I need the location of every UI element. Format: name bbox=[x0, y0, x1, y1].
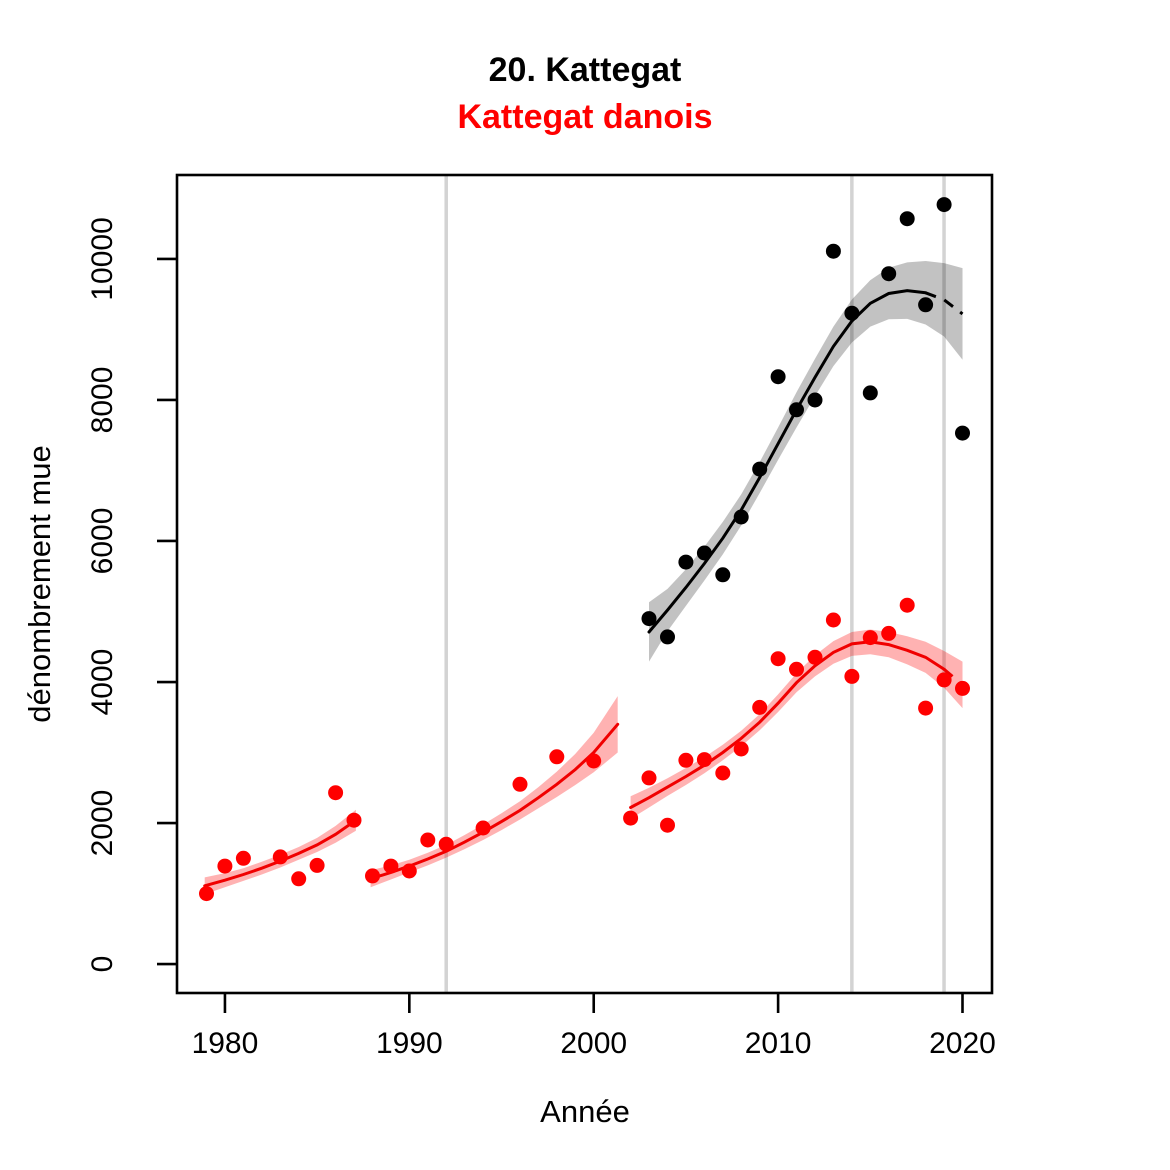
mue-rouge-data-point bbox=[733, 741, 749, 757]
mue-rouge-data-point bbox=[881, 625, 897, 641]
mue-rouge-data-point bbox=[217, 858, 233, 874]
mue-rouge-data-point bbox=[420, 832, 436, 848]
denombrement-noir-data-point bbox=[807, 392, 823, 408]
mue-rouge-data-point bbox=[512, 776, 528, 792]
mue-rouge-data-point bbox=[825, 612, 841, 628]
mue-rouge-data-point bbox=[807, 649, 823, 665]
mue-rouge-data-point bbox=[309, 857, 325, 873]
chart-title: 20. Kattegat bbox=[489, 51, 682, 89]
mue-rouge-data-point bbox=[844, 668, 860, 684]
mue-rouge-data-point bbox=[641, 770, 657, 786]
y-tick-label: 6000 bbox=[86, 508, 119, 575]
y-tick-label: 2000 bbox=[86, 790, 119, 857]
mue-rouge-data-point bbox=[660, 817, 675, 833]
mue-rouge-data-point bbox=[199, 886, 214, 902]
x-tick-label: 2020 bbox=[929, 1027, 996, 1060]
mue-rouge-data-point bbox=[936, 672, 952, 688]
denombrement-noir-data-point bbox=[862, 385, 878, 401]
mue-rouge-data-point bbox=[770, 651, 786, 667]
denombrement-noir-trend-line bbox=[647, 289, 928, 634]
denombrement-noir-data-point bbox=[641, 611, 657, 627]
mue-rouge-data-point bbox=[346, 812, 362, 828]
mue-rouge-data-point bbox=[789, 661, 804, 677]
mue-rouge-data-point bbox=[272, 849, 288, 865]
mue-rouge-data-point bbox=[899, 597, 915, 613]
mue-rouge-data-point bbox=[235, 850, 251, 866]
denombrement-noir-data-point bbox=[936, 197, 952, 213]
denombrement-noir-data-point bbox=[715, 567, 731, 583]
denombrement-noir-data-point bbox=[696, 545, 712, 561]
mue-rouge-data-point bbox=[549, 749, 565, 765]
y-tick-label: 8000 bbox=[86, 367, 119, 434]
y-tick-label: 10000 bbox=[86, 217, 119, 300]
axes-layer bbox=[157, 173, 994, 1013]
denombrement-noir-data-point bbox=[899, 211, 915, 227]
tick-labels-layer: 1980 1990 2000 2010 2020 0 2000 4000 6000 8000 100… bbox=[86, 217, 996, 1060]
mue-rouge-data-point bbox=[862, 630, 878, 646]
mue-rouge-data-point bbox=[365, 868, 380, 884]
x-tick-label: 2000 bbox=[560, 1027, 627, 1060]
x-axis-label: Année bbox=[540, 1094, 630, 1129]
mue-rouge-data-point bbox=[438, 836, 454, 852]
x-tick-label: 1980 bbox=[192, 1027, 259, 1060]
denombrement-noir-data-point bbox=[918, 297, 934, 313]
mue-rouge-confidence-band bbox=[630, 629, 963, 819]
denombrement-noir-data-point bbox=[752, 461, 768, 477]
mue-rouge-data-point bbox=[623, 810, 639, 826]
denombrement-noir-data-point bbox=[825, 243, 841, 259]
mue-rouge-data-point bbox=[586, 753, 602, 769]
denombrement-noir-data-point bbox=[678, 554, 694, 570]
mue-rouge-confidence-band bbox=[204, 809, 356, 895]
mue-rouge-trend-line bbox=[369, 722, 620, 881]
trend-lines-layer bbox=[203, 289, 964, 888]
denombrement-noir-data-point bbox=[789, 402, 804, 418]
mue-rouge-confidence-band bbox=[370, 696, 618, 888]
x-tick-label: 2010 bbox=[745, 1027, 812, 1060]
mue-rouge-data-point bbox=[752, 699, 768, 715]
denombrement-noir-data-point bbox=[733, 509, 749, 525]
mue-rouge-data-point bbox=[401, 863, 417, 879]
mue-rouge-data-point bbox=[696, 752, 712, 768]
mue-rouge-data-point bbox=[383, 858, 399, 874]
denombrement-noir-trend-line-dashed bbox=[925, 291, 964, 316]
denombrement-noir-data-point bbox=[660, 629, 675, 645]
denombrement-noir-data-point bbox=[844, 305, 860, 321]
denombrement-noir-data-point bbox=[770, 369, 786, 385]
denombrement-noir-data-point bbox=[955, 425, 970, 441]
mue-rouge-data-point bbox=[918, 700, 934, 716]
confidence-bands-layer bbox=[204, 261, 963, 895]
y-tick-label: 4000 bbox=[86, 649, 119, 716]
mue-rouge-data-point bbox=[475, 820, 491, 836]
mue-rouge-data-point bbox=[715, 765, 731, 781]
mue-rouge-data-point bbox=[291, 871, 307, 887]
mue-rouge-data-point bbox=[955, 680, 970, 696]
y-tick-label: 0 bbox=[86, 956, 119, 973]
mue-rouge-data-point bbox=[328, 785, 344, 801]
mue-rouge-trend-line bbox=[629, 640, 946, 809]
y-axis-label: dénombrement mue bbox=[22, 445, 57, 722]
mue-rouge-data-point bbox=[678, 752, 694, 768]
chart-subtitle: Kattegat danois bbox=[457, 98, 712, 136]
denombrement-noir-confidence-band bbox=[649, 261, 963, 662]
plot-box bbox=[175, 173, 994, 995]
denombrement-noir-data-point bbox=[881, 266, 897, 282]
data-points-layer bbox=[199, 197, 970, 902]
x-tick-label: 1990 bbox=[376, 1027, 443, 1060]
